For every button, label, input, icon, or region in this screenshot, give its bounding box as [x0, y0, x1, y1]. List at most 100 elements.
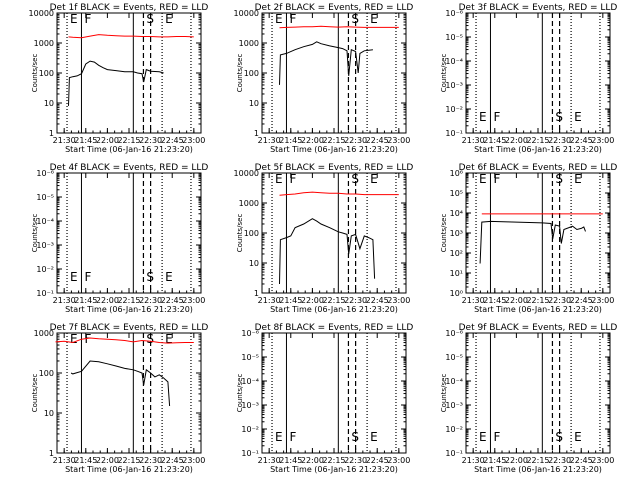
panel-title: Det 9f BLACK = Events, RED = LLD: [459, 323, 618, 333]
x-tick-label: 21:30: [53, 456, 76, 465]
x-tick-label: 23:00: [387, 136, 410, 145]
marker-label-F: F: [289, 12, 296, 26]
lld-series-line: [55, 337, 194, 344]
y-tick-label: 1000: [239, 39, 259, 48]
y-tick-label: 10⁻⁶: [445, 329, 463, 338]
panel-title: Det 6f BLACK = Events, RED = LLD: [459, 163, 618, 173]
marker-label-E: E: [70, 270, 78, 284]
x-tick-label: 23:00: [591, 296, 614, 305]
y-tick-label: 1: [49, 129, 54, 138]
marker-label-F: F: [289, 172, 296, 186]
x-tick-label: 22:45: [570, 296, 593, 305]
y-tick-label: 10⁰: [450, 289, 463, 298]
panel-det-6: Det 6f BLACK = Events, RED = LLD 10⁰ 10¹ 10…: [440, 163, 617, 314]
x-tick-label: 22:15: [117, 296, 140, 305]
marker-label-E: E: [275, 12, 283, 26]
x-tick-label: 21:45: [483, 136, 506, 145]
marker-label-S: S: [146, 332, 154, 346]
plot-frame: [261, 332, 407, 454]
marker-label-E: E: [165, 12, 173, 26]
y-tick-label: 10⁻¹: [445, 129, 463, 138]
x-tick-label: 22:00: [96, 456, 119, 465]
x-axis-title: Start Time (06-Jan-16 21:23:20): [65, 305, 193, 314]
x-tick-label: 22:45: [570, 456, 593, 465]
marker-label-F: F: [84, 332, 91, 346]
events-series-line: [279, 218, 376, 285]
x-tick-label: 22:15: [526, 456, 549, 465]
x-tick-label: 22:15: [526, 296, 549, 305]
y-tick-label: 100: [244, 69, 259, 78]
y-tick-label: 10000: [234, 169, 259, 178]
y-tick-label: 1: [254, 289, 259, 298]
y-axis-title: Counts/sec: [236, 374, 244, 413]
x-tick-label: 22:30: [548, 296, 571, 305]
x-tick-label: 21:30: [53, 296, 76, 305]
x-tick-label: 22:45: [570, 136, 593, 145]
y-tick-label: 10⁻⁴: [36, 217, 54, 226]
y-tick-label: 10: [249, 259, 259, 268]
x-axis-title: Start Time (06-Jan-16 21:23:20): [474, 465, 602, 474]
x-tick-label: 23:00: [387, 456, 410, 465]
y-tick-label: 10⁻¹: [241, 449, 259, 458]
marker-label-E: E: [574, 110, 582, 124]
marker-label-E: E: [479, 110, 487, 124]
lld-series-line: [279, 191, 399, 196]
panel-det-1: Det 1f BLACK = Events, RED = LLD 1 10 100 10…: [29, 3, 209, 154]
x-tick-label: 23:00: [591, 136, 614, 145]
x-tick-label: 21:45: [483, 296, 506, 305]
x-tick-label: 21:30: [258, 136, 281, 145]
plot-frame: [56, 332, 202, 454]
y-tick-label: 1000: [34, 329, 54, 338]
marker-label-F: F: [84, 270, 91, 284]
y-axis-title: Counts/sec: [440, 54, 448, 93]
x-tick-label: 22:15: [322, 296, 345, 305]
y-tick-label: 10: [249, 99, 259, 108]
marker-label-E: E: [479, 172, 487, 186]
x-tick-label: 22:45: [161, 296, 184, 305]
marker-label-E: E: [370, 172, 378, 186]
x-tick-label: 21:30: [53, 136, 76, 145]
panel-title: Det 1f BLACK = Events, RED = LLD: [50, 3, 209, 13]
marker-label-S: S: [351, 12, 359, 26]
y-tick-label: 1: [254, 129, 259, 138]
x-tick-label: 22:00: [505, 456, 528, 465]
y-tick-label: 10: [44, 409, 54, 418]
x-tick-label: 22:15: [117, 456, 140, 465]
y-tick-label: 10⁻⁵: [36, 193, 54, 202]
x-tick-label: 22:30: [139, 136, 162, 145]
x-axis-title: Start Time (06-Jan-16 21:23:20): [270, 305, 398, 314]
x-tick-label: 22:45: [161, 456, 184, 465]
x-tick-label: 22:15: [117, 136, 140, 145]
events-series-line: [279, 41, 373, 85]
x-tick-label: 22:15: [526, 136, 549, 145]
plot-frame: [261, 12, 407, 134]
marker-label-E: E: [165, 332, 173, 346]
x-tick-label: 23:00: [182, 456, 205, 465]
y-tick-label: 10⁻³: [36, 241, 54, 250]
x-tick-label: 22:15: [322, 136, 345, 145]
panel-title: Det 4f BLACK = Events, RED = LLD: [50, 163, 209, 173]
lld-series-line: [68, 34, 194, 39]
panel-title: Det 7f BLACK = Events, RED = LLD: [50, 323, 209, 333]
y-tick-label: 10⁻²: [445, 105, 463, 114]
plot-frame: [465, 12, 611, 134]
x-tick-label: 21:30: [258, 456, 281, 465]
panel-title: Det 3f BLACK = Events, RED = LLD: [459, 3, 618, 13]
y-tick-label: 10⁻⁴: [445, 57, 463, 66]
x-tick-label: 21:45: [483, 456, 506, 465]
y-tick-label: 10¹: [450, 269, 463, 278]
events-series-line: [479, 220, 586, 264]
x-tick-label: 21:45: [74, 456, 97, 465]
marker-label-E: E: [370, 12, 378, 26]
marker-label-S: S: [555, 172, 563, 186]
y-tick-label: 10000: [234, 9, 259, 18]
x-tick-label: 23:00: [182, 296, 205, 305]
x-tick-label: 21:45: [279, 136, 302, 145]
x-tick-label: 23:00: [591, 456, 614, 465]
panel-det-7: Det 7f BLACK = Events, RED = LLD 1 10 100 10…: [31, 323, 208, 474]
y-tick-label: 10⁵: [450, 189, 463, 198]
y-tick-label: 100: [39, 369, 54, 378]
y-axis-title: Counts/sec: [236, 214, 244, 253]
plot-frame: [56, 12, 202, 134]
x-tick-label: 22:30: [139, 456, 162, 465]
